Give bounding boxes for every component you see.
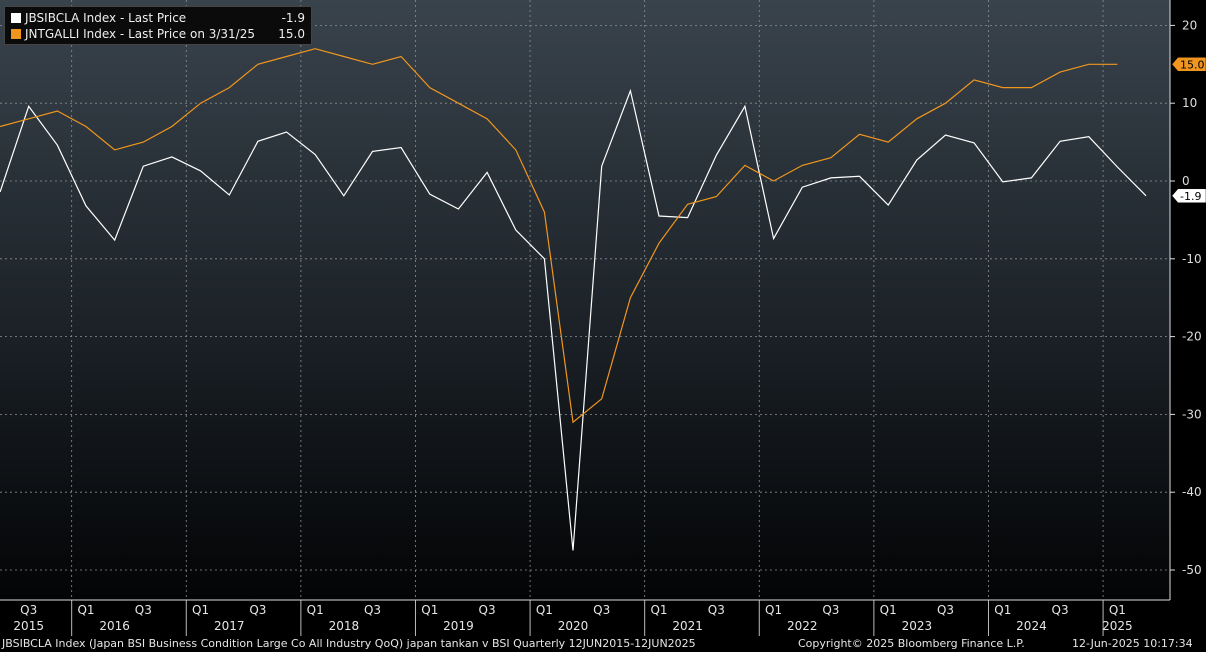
x-tick-label-quarter: Q1	[307, 603, 324, 617]
legend-item-jbsibcla: JBSIBCLA Index - Last Price -1.9	[11, 10, 305, 26]
legend-label: JBSIBCLA Index - Last Price	[25, 11, 187, 25]
series-line-jntgalli	[0, 48, 1118, 424]
x-tick-label-quarter: Q1	[880, 603, 897, 617]
y-tick-label: -10	[1182, 252, 1202, 266]
x-tick-label-quarter: Q1	[765, 603, 782, 617]
last-value-label: 15.0	[1180, 58, 1205, 71]
grid	[0, 0, 1170, 600]
x-tick-label-quarter: Q1	[421, 603, 438, 617]
x-tick-label-year: 2021	[672, 619, 703, 633]
x-tick-label-quarter: Q3	[1052, 603, 1069, 617]
legend-label: JNTGALLI Index - Last Price on 3/31/25	[25, 27, 255, 41]
legend-item-jntgalli: JNTGALLI Index - Last Price on 3/31/25 1…	[11, 26, 305, 42]
x-tick-label-quarter: Q3	[364, 603, 381, 617]
x-tick-label-quarter: Q3	[708, 603, 725, 617]
footer-copyright: Copyright© 2025 Bloomberg Finance L.P.	[798, 637, 1025, 650]
y-tick-label: 20	[1182, 18, 1197, 32]
legend-swatch-white	[11, 13, 21, 23]
x-tick-label-quarter: Q3	[479, 603, 496, 617]
x-tick-label-year: 2020	[558, 619, 589, 633]
axes: 20 10 0 -10 -20 -30 -40 -50 Q3 Q1 Q3 Q1 Q3 Q1 Q3 Q1 Q3 Q1…	[0, 0, 1202, 636]
x-tick-label-quarter: Q3	[135, 603, 152, 617]
legend-swatch-orange	[11, 29, 21, 39]
legend: JBSIBCLA Index - Last Price -1.9 JNTGALL…	[4, 6, 312, 45]
plot-background	[0, 0, 1170, 600]
x-tick-label-quarter: Q1	[536, 603, 553, 617]
x-tick-label-year: 2024	[1016, 619, 1047, 633]
x-tick-label-year: 2015	[13, 619, 44, 633]
x-tick-label-quarter: Q3	[822, 603, 839, 617]
last-value-tag	[1171, 188, 1206, 204]
last-value-marker-jntgalli: 15.0	[1171, 57, 1206, 72]
y-tick-label: 10	[1182, 96, 1197, 110]
last-value-markers: 15.0 -1.9	[1171, 57, 1206, 204]
footer-timestamp: 12-Jun-2025 10:17:34	[1072, 637, 1193, 650]
last-value-label: -1.9	[1180, 190, 1201, 203]
x-tick-label-quarter: Q1	[192, 603, 209, 617]
x-tick-label-quarter: Q3	[937, 603, 954, 617]
legend-value: 15.0	[278, 27, 305, 41]
legend-value: -1.9	[281, 11, 305, 25]
y-tick-label: -20	[1182, 330, 1202, 344]
x-tick-label-quarter: Q3	[249, 603, 266, 617]
footer: JBSIBCLA Index (Japan BSI Business Condi…	[0, 636, 1206, 652]
x-tick-label-quarter: Q3	[593, 603, 610, 617]
x-tick-label-year: 2018	[329, 619, 360, 633]
x-tick-label-year: 2022	[787, 619, 818, 633]
y-tick-label: -30	[1182, 407, 1202, 421]
y-tick-label: -50	[1182, 563, 1202, 577]
last-value-marker-jbsibcla: -1.9	[1171, 188, 1206, 204]
x-tick-label-year: 2017	[214, 619, 245, 633]
footer-description: JBSIBCLA Index (Japan BSI Business Condi…	[2, 637, 696, 650]
x-tick-label-quarter: Q1	[994, 603, 1011, 617]
bottom-axis-background	[0, 600, 1206, 636]
series-line-jbsibcla	[0, 88, 1147, 551]
last-value-tag	[1171, 57, 1206, 72]
series	[0, 48, 1147, 551]
x-tick-label-year: 2019	[443, 619, 474, 633]
x-tick-label-quarter: Q3	[20, 603, 37, 617]
x-tick-label-year: 2023	[902, 619, 933, 633]
y-tick-label: 0	[1182, 174, 1190, 188]
right-axis-background	[1170, 0, 1206, 600]
x-tick-label-quarter: Q1	[77, 603, 94, 617]
x-tick-label-year: 2025	[1102, 619, 1133, 633]
x-tick-label-quarter: Q1	[1109, 603, 1126, 617]
y-tick-label: -40	[1182, 485, 1202, 499]
x-tick-label-year: 2016	[99, 619, 130, 633]
x-tick-label-quarter: Q1	[650, 603, 667, 617]
